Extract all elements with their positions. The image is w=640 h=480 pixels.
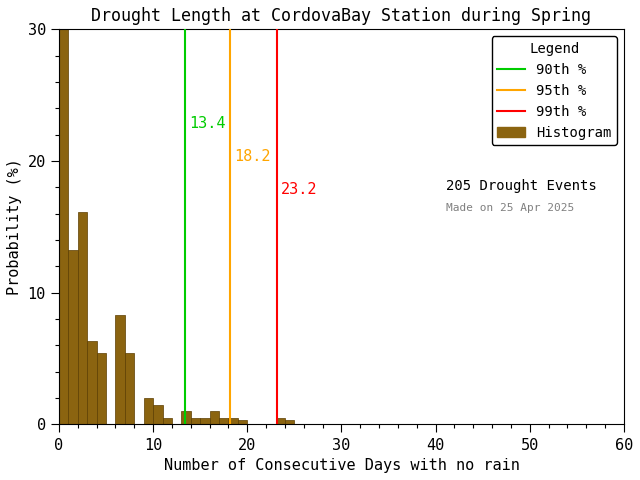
Bar [68, 251, 78, 424]
Text: 23.2: 23.2 [281, 182, 317, 197]
Y-axis label: Probability (%): Probability (%) [7, 158, 22, 295]
Text: 18.2: 18.2 [234, 149, 271, 164]
Text: 13.4: 13.4 [189, 116, 225, 131]
Bar [219, 418, 228, 424]
Bar [200, 418, 210, 424]
Bar [181, 411, 191, 424]
Title: Drought Length at CordovaBay Station during Spring: Drought Length at CordovaBay Station dur… [92, 7, 591, 25]
Bar [285, 420, 294, 424]
Text: 205 Drought Events: 205 Drought Events [446, 180, 596, 193]
Bar [276, 418, 285, 424]
Bar [163, 418, 172, 424]
Bar [228, 418, 238, 424]
Bar [153, 405, 163, 424]
Bar [115, 315, 125, 424]
Legend: 90th %, 95th %, 99th %, Histogram: 90th %, 95th %, 99th %, Histogram [492, 36, 617, 145]
Bar [238, 420, 247, 424]
Bar [144, 398, 153, 424]
Bar [59, 27, 68, 424]
Bar [125, 353, 134, 424]
Bar [78, 212, 87, 424]
Bar [87, 341, 97, 424]
Bar [210, 411, 219, 424]
Text: Made on 25 Apr 2025: Made on 25 Apr 2025 [446, 203, 574, 213]
X-axis label: Number of Consecutive Days with no rain: Number of Consecutive Days with no rain [163, 458, 520, 473]
Bar [97, 353, 106, 424]
Bar [191, 418, 200, 424]
